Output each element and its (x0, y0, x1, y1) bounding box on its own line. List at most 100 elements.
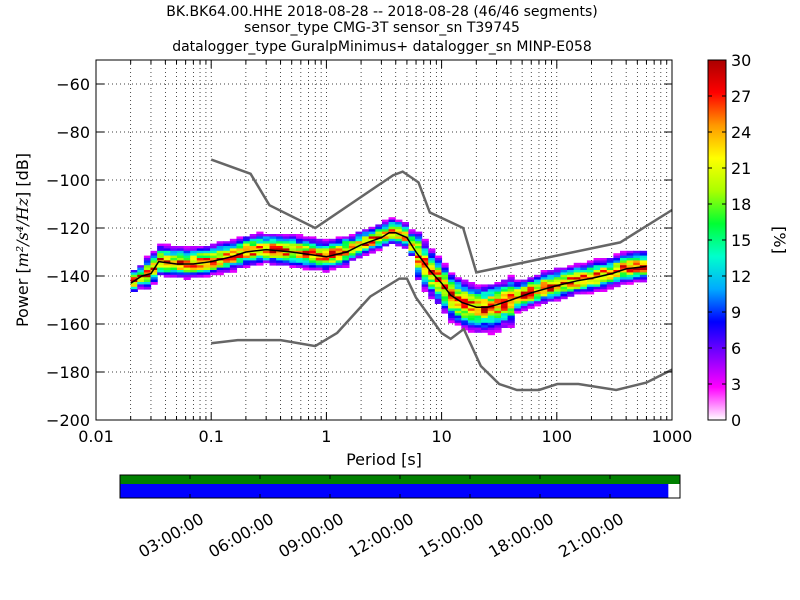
psd-bin (474, 289, 482, 292)
psd-bin (507, 294, 515, 297)
psd-bin (362, 243, 370, 247)
psd-bin (547, 286, 555, 290)
psd-bin (408, 236, 416, 240)
psd-bin (388, 226, 396, 230)
psd-bin (567, 279, 575, 283)
psd-bin (282, 255, 290, 259)
psd-bin (626, 279, 634, 283)
psd-bin (428, 279, 436, 283)
psd-bin (262, 253, 271, 256)
psd-bin (269, 243, 277, 247)
psd-bin (507, 301, 515, 304)
psd-bin (573, 262, 581, 266)
psd-bin (163, 270, 171, 273)
psd-bin (289, 258, 297, 261)
noise-curves (130, 158, 673, 392)
psd-bin (183, 265, 191, 268)
psd-bin (229, 260, 238, 264)
psd-bin (534, 301, 542, 304)
psd-bin (619, 277, 628, 280)
psd-bin (481, 296, 489, 300)
psd-bin (262, 241, 271, 244)
y-tick-label: −180 (46, 363, 90, 382)
psd-bin (560, 291, 568, 295)
psd-bin (428, 270, 436, 273)
psd-bin (567, 270, 575, 273)
psd-bin (276, 262, 284, 266)
psd-bin (454, 284, 462, 288)
psd-bin (395, 231, 403, 235)
psd-bin (580, 284, 588, 288)
y-axis-ticks: −200 −180 −160 −140 −120 −100 −80 −60 (46, 75, 672, 430)
psd-bin (441, 296, 449, 300)
psd-bin (183, 255, 191, 259)
psd-bin (619, 258, 628, 261)
psd-bin (216, 260, 224, 264)
psd-bin (500, 303, 509, 307)
psd-bin (295, 262, 304, 266)
psd-bin (395, 236, 403, 240)
psd-bin (487, 325, 495, 328)
psd-bin (163, 250, 171, 254)
psd-bin (540, 286, 548, 290)
psd-bin (163, 274, 171, 278)
psd-bin (309, 236, 317, 240)
psd-bin (573, 272, 581, 276)
psd-bin (183, 258, 191, 261)
psd-bin (428, 253, 436, 256)
psd-bin (163, 243, 171, 247)
psd-bin (421, 260, 429, 264)
psd-bin (500, 315, 509, 319)
psd-bin (507, 308, 515, 312)
psd-bin (494, 296, 502, 300)
psd-bin (461, 279, 469, 283)
psd-bin (553, 291, 562, 295)
psd-coverage-bar (120, 484, 669, 498)
psd-bin (467, 327, 476, 331)
psd-bin (494, 298, 502, 302)
psd-bin (196, 267, 205, 271)
psd-bin (527, 279, 535, 283)
psd-bin (302, 246, 310, 249)
psd-bin (381, 226, 390, 230)
psd-bin (434, 260, 443, 264)
psd-bin (282, 236, 290, 240)
psd-bin (408, 241, 416, 244)
psd-bin (534, 303, 542, 307)
psd-bin (210, 258, 218, 261)
psd-bin (137, 265, 145, 268)
psd-bin (249, 234, 257, 237)
psd-bin (586, 262, 595, 266)
psd-bin (157, 243, 165, 247)
psd-bin (573, 277, 581, 280)
psd-bin (540, 272, 548, 276)
psd-bin (567, 267, 575, 271)
psd-bin (461, 325, 469, 328)
psd-bin (229, 253, 238, 256)
time-tick-label: 18:00:00 (485, 509, 557, 561)
psd-bin (487, 301, 495, 304)
psd-bin (448, 274, 456, 278)
psd-bin (249, 253, 257, 256)
psd-bin (190, 250, 198, 254)
psd-bin (520, 301, 529, 304)
psd-bin (494, 308, 502, 312)
psd-bin (223, 255, 231, 259)
psd-bin (256, 231, 264, 235)
colorbar-tick-label: 9 (731, 303, 741, 322)
psd-bin (210, 262, 218, 266)
psd-bin (441, 306, 449, 309)
psd-bin (130, 282, 138, 285)
psd-bin (540, 279, 548, 283)
psd-bin (633, 260, 641, 264)
psd-bin (494, 327, 502, 331)
psd-bin (282, 246, 290, 249)
colorbar-tick-label: 24 (731, 123, 751, 142)
psd-bin (388, 238, 396, 242)
psd-bin (467, 310, 476, 314)
psd-bin (448, 277, 456, 280)
psd-bin (553, 286, 562, 290)
psd-bin (196, 248, 205, 252)
psd-bin (600, 267, 608, 271)
psd-bin (600, 272, 608, 276)
